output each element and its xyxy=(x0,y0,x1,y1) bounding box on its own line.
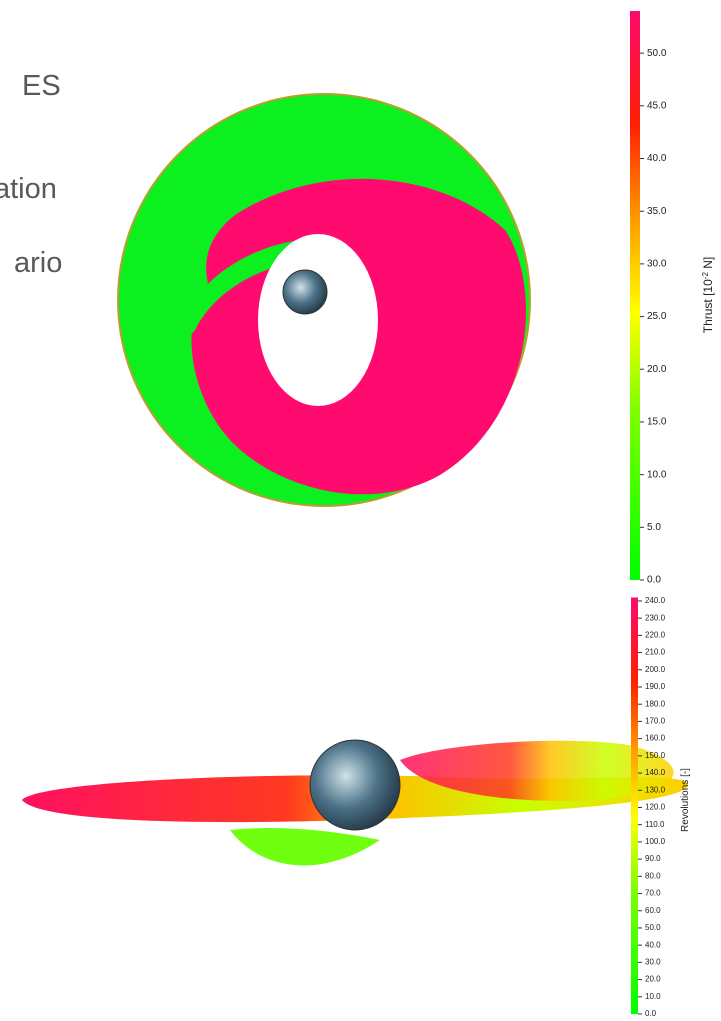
tick-label: 120.0 xyxy=(645,803,666,812)
orbit-top-view xyxy=(118,94,530,506)
tick-label: 170.0 xyxy=(645,717,666,726)
tick-label: 40.0 xyxy=(647,153,667,164)
tick-label: 110.0 xyxy=(645,820,665,829)
tick-label: 180.0 xyxy=(645,699,666,708)
tick-label: 160.0 xyxy=(645,734,666,743)
tick-label: 50.0 xyxy=(647,48,667,59)
colorbar-label: Revolutions [-] xyxy=(680,768,691,832)
colorbars: 0.0 5.0 10.0 15.0 20.0 25.0 30.0 35.0 40.0 45.0 50… xyxy=(630,11,715,1018)
colorbar xyxy=(630,11,640,580)
tick-label: 15.0 xyxy=(647,417,667,428)
tick-label: 60.0 xyxy=(645,906,661,915)
tick-label: 50.0 xyxy=(645,923,661,932)
label-part: Revolutions [-] xyxy=(680,768,691,832)
tick-label: 40.0 xyxy=(645,940,661,949)
text-fragment: ES xyxy=(22,70,61,102)
tick-label: 0.0 xyxy=(645,1009,657,1018)
page: ES ation ario 0.0 5.0 10.0 15.0 20.0 25.0 30.0… xyxy=(0,0,721,1021)
tick-label: 140.0 xyxy=(645,768,666,777)
tick-label: 200.0 xyxy=(645,665,666,674)
orbit-side-view xyxy=(22,740,688,865)
tick-label: 5.0 xyxy=(647,522,661,533)
tick-label: 0.0 xyxy=(647,575,661,586)
tick-label: 100.0 xyxy=(645,837,666,846)
tick-label: 220.0 xyxy=(645,630,666,639)
tick-label: 25.0 xyxy=(647,311,667,322)
text-fragment: ario xyxy=(14,247,62,279)
tick-label: 20.0 xyxy=(645,975,661,984)
tick-label: 45.0 xyxy=(647,100,667,111)
tick-label: 240.0 xyxy=(645,596,666,605)
label-part: Thrust [10 xyxy=(701,279,715,333)
tick-label: 80.0 xyxy=(645,871,661,880)
tick-label: 230.0 xyxy=(645,613,666,622)
tick-label: 35.0 xyxy=(647,206,667,217)
tick-label: 10.0 xyxy=(647,469,667,480)
tick-label: 30.0 xyxy=(647,259,667,270)
tick-label: 130.0 xyxy=(645,785,666,794)
colorbar-label: Thrust [10-2 N] xyxy=(701,257,716,334)
tick-label: 190.0 xyxy=(645,682,666,691)
tick-label: 10.0 xyxy=(645,992,661,1001)
tick-label: 210.0 xyxy=(645,648,666,657)
tick-label: 150.0 xyxy=(645,751,666,760)
tick-label: 70.0 xyxy=(645,889,661,898)
tick-label: 30.0 xyxy=(645,957,661,966)
colorbar xyxy=(631,598,638,1015)
text-fragment: ation xyxy=(0,173,57,205)
tick-label: 90.0 xyxy=(645,854,661,863)
tick-label: 20.0 xyxy=(647,364,667,375)
label-part: N] xyxy=(701,257,715,272)
